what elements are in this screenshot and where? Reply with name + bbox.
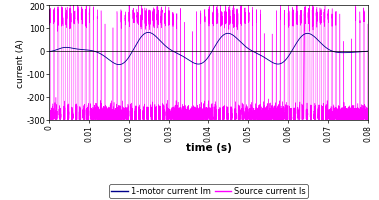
X-axis label: time (s): time (s) [185,142,232,152]
Legend: 1-motor current Im, Source current Is: 1-motor current Im, Source current Is [109,184,308,198]
Y-axis label: current (A): current (A) [16,39,25,87]
